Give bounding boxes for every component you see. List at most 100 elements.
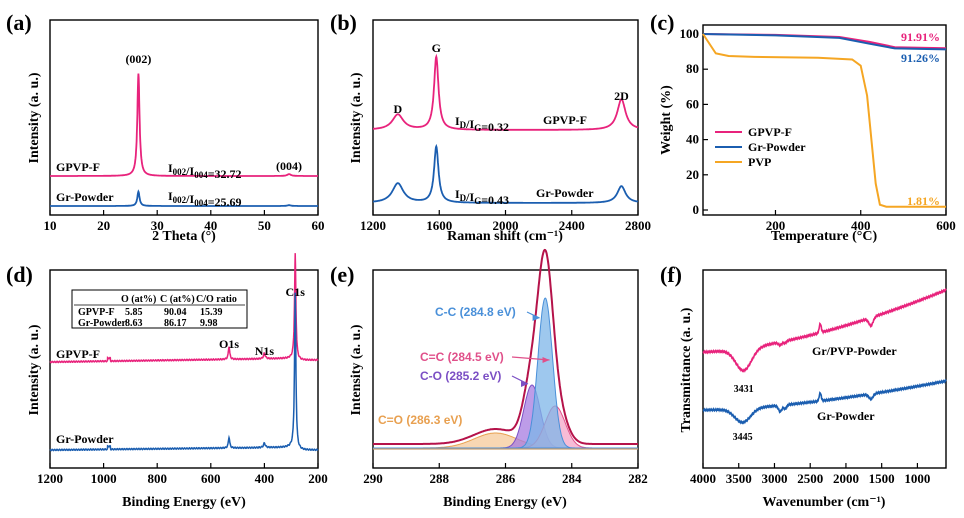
component-label-c-c: C-C (284.8 eV) <box>435 305 516 319</box>
x-tick-label: 1000 <box>91 471 117 486</box>
table-cell: 8.63 <box>125 318 143 329</box>
ratio-gr-powder: I002/I004=25.69 <box>168 189 242 209</box>
table-cell: 15.39 <box>200 307 223 318</box>
table-cell: Gr-Powder <box>78 318 127 329</box>
component-arrow <box>511 375 529 385</box>
panel-label: (f) <box>660 262 682 287</box>
series-line-gpvp-f <box>49 253 319 364</box>
y-axis-title: Intensity (a. u.) <box>349 72 364 163</box>
plot-frame <box>702 24 947 216</box>
table-frame <box>71 289 248 329</box>
x-tick-label: 800 <box>147 471 167 486</box>
table-header: O (at%) <box>121 294 156 305</box>
peak-label-004: (004) <box>276 159 302 173</box>
panel-e: 290 288 286 284 282 (e) Binding Energy (eV) Int… <box>330 248 648 510</box>
series-label-gr-powder: Gr-Powder <box>56 190 114 204</box>
end-label-gpvp-f: 91.91% <box>901 30 940 44</box>
component-label-c-c: C=C (284.5 eV) <box>420 350 504 364</box>
series-label-gr-powder: Gr-Powder <box>817 409 875 423</box>
series-line-gpvp-f <box>373 53 639 131</box>
end-label-pvp: 1.81% <box>907 194 940 208</box>
x-tick-label: 1600 <box>426 218 452 233</box>
x-tick-label: 60 <box>312 218 325 233</box>
arrowhead <box>532 315 540 321</box>
x-tick-label: 1200 <box>37 471 63 486</box>
arrowhead <box>521 381 528 387</box>
peak-label-3431: 3431 <box>734 384 754 395</box>
panel-c: 200 400 600 0 20 40 60 80 100 (c) Temperature (°C)… <box>650 10 956 244</box>
end-label-gr-powder: 91.26% <box>901 51 940 65</box>
table-cell: GPVP-F <box>78 307 115 318</box>
ratio-gpvp-f: ID/IG=0.32 <box>455 114 509 134</box>
x-tick-label: 1000 <box>904 471 930 486</box>
x-tick-label: 286 <box>496 471 516 486</box>
peak-label-002: (002) <box>125 52 151 66</box>
panel-b: 1200 1600 2000 2400 2800 (b) Raman shift (cm⁻¹… <box>330 10 651 244</box>
series-label-gpvp-f: GPVP-F <box>56 347 100 361</box>
x-tick-label: 20 <box>97 218 110 233</box>
x-tick-label: 200 <box>766 218 786 233</box>
y-tick-label: 0 <box>693 202 700 217</box>
component-label-c-o: C-O (285.2 eV) <box>420 369 501 383</box>
table-header: C (at%) <box>160 294 195 305</box>
plot-frame <box>49 269 319 469</box>
component-arrow <box>526 311 540 319</box>
peak-label-n1s: N1s <box>255 344 275 358</box>
x-tick-label: 2500 <box>797 471 823 486</box>
x-tick-label: 2000 <box>833 471 859 486</box>
x-axis-title: Raman shift (cm⁻¹) <box>447 229 563 244</box>
series-line-gr-powder <box>702 33 947 51</box>
peak-label-d: D <box>394 102 403 116</box>
x-axis-title: Binding Energy (eV) <box>122 495 246 510</box>
peak-label-c1s: C1s <box>286 285 306 299</box>
legend-label: Gr-Powder <box>748 140 806 154</box>
component-area-c-o <box>373 432 638 449</box>
envelope-line <box>373 248 638 445</box>
peak-label-g: G <box>432 41 441 55</box>
ratio-gr-powder: ID/IG=0.43 <box>455 187 509 207</box>
series-label-gr-pvp-powder: Gr/PVP-Powder <box>812 344 897 358</box>
y-axis-title: Intensity (a. u.) <box>349 324 364 415</box>
panel-label: (b) <box>330 10 357 35</box>
series-line-gr-powder <box>702 378 947 425</box>
panel-a: 10 20 30 40 50 60 (a) 2 Theta (°) Intensity (a. … <box>6 10 325 244</box>
x-axis-title: Binding Energy (eV) <box>443 495 567 510</box>
component-area-c-c <box>373 297 638 449</box>
series-line-gpvp-f <box>50 73 318 177</box>
series-label-gpvp-f: GPVP-F <box>543 113 587 127</box>
x-tick-label: 3000 <box>761 471 787 486</box>
x-tick-label: 288 <box>430 471 450 486</box>
panel-f: 4000 3500 3000 2500 2000 1500 1000 (f) Wavenumbe… <box>660 262 947 510</box>
x-tick-label: 282 <box>628 471 648 486</box>
y-axis-title: Intensity (a. u.) <box>27 72 42 163</box>
y-tick-label: 40 <box>686 132 699 147</box>
y-tick-label: 100 <box>680 26 700 41</box>
x-tick-label: 50 <box>258 218 271 233</box>
peak-label-o1s: O1s <box>219 337 239 351</box>
x-tick-label: 2400 <box>559 218 585 233</box>
x-tick-label: 400 <box>851 218 871 233</box>
series-line-pvp <box>702 33 947 208</box>
x-tick-label: 200 <box>308 471 328 486</box>
x-axis-title: Wavenumber (cm⁻¹) <box>763 495 886 510</box>
x-tick-label: 30 <box>151 218 164 233</box>
y-axis-title: Weight (%) <box>659 85 674 155</box>
y-tick-label: 20 <box>686 167 699 182</box>
table-cell: 86.17 <box>164 318 187 329</box>
x-tick-label: 600 <box>936 218 956 233</box>
series-label-gr-powder: Gr-Powder <box>56 432 114 446</box>
panel-label: (a) <box>6 10 32 35</box>
panel-label: (d) <box>6 262 33 287</box>
panel-label: (c) <box>650 10 674 35</box>
y-axis-title: Intensity (a. u.) <box>27 324 42 415</box>
x-tick-label: 2800 <box>625 218 651 233</box>
x-tick-label: 4000 <box>690 471 716 486</box>
series-line-gr-powder <box>50 189 318 207</box>
peak-label-2d: 2D <box>614 89 629 103</box>
arrowhead <box>542 357 550 363</box>
series-line-gr-powder <box>373 143 639 204</box>
x-tick-label: 400 <box>255 471 275 486</box>
ratio-gpvp-f: I002/I004=32.72 <box>168 161 242 181</box>
